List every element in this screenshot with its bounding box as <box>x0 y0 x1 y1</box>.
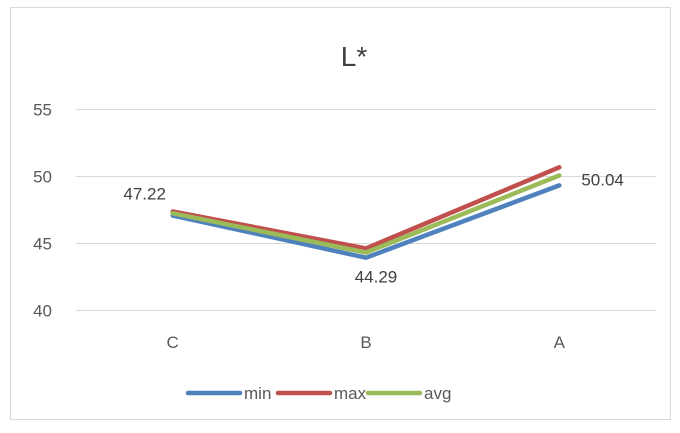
chart-title: L* <box>341 41 368 72</box>
data-label: 47.22 <box>123 184 166 203</box>
gridlines <box>76 109 656 311</box>
series-lines <box>170 165 562 260</box>
data-label: 44.29 <box>355 268 398 287</box>
y-tick-label: 40 <box>33 302 52 321</box>
series-line-min <box>170 183 562 260</box>
x-tick-label: C <box>167 333 179 352</box>
y-tick-label: 45 <box>33 235 52 254</box>
data-labels: 47.22 44.29 50.04 <box>123 170 623 286</box>
y-tick-label: 55 <box>33 101 52 120</box>
chart-border <box>10 7 671 420</box>
series-line-max <box>170 165 562 251</box>
series-line-avg <box>170 173 562 255</box>
legend-label-min: min <box>244 384 271 403</box>
x-tick-label: A <box>554 333 566 352</box>
y-tick-label: 50 <box>33 168 52 187</box>
legend: min max avg <box>185 384 451 403</box>
data-label: 50.04 <box>581 170 624 189</box>
axes: 40 45 50 55 C B A <box>33 101 566 353</box>
x-tick-label: B <box>360 333 371 352</box>
legend-label-avg: avg <box>424 384 451 403</box>
legend-label-max: max <box>334 384 367 403</box>
